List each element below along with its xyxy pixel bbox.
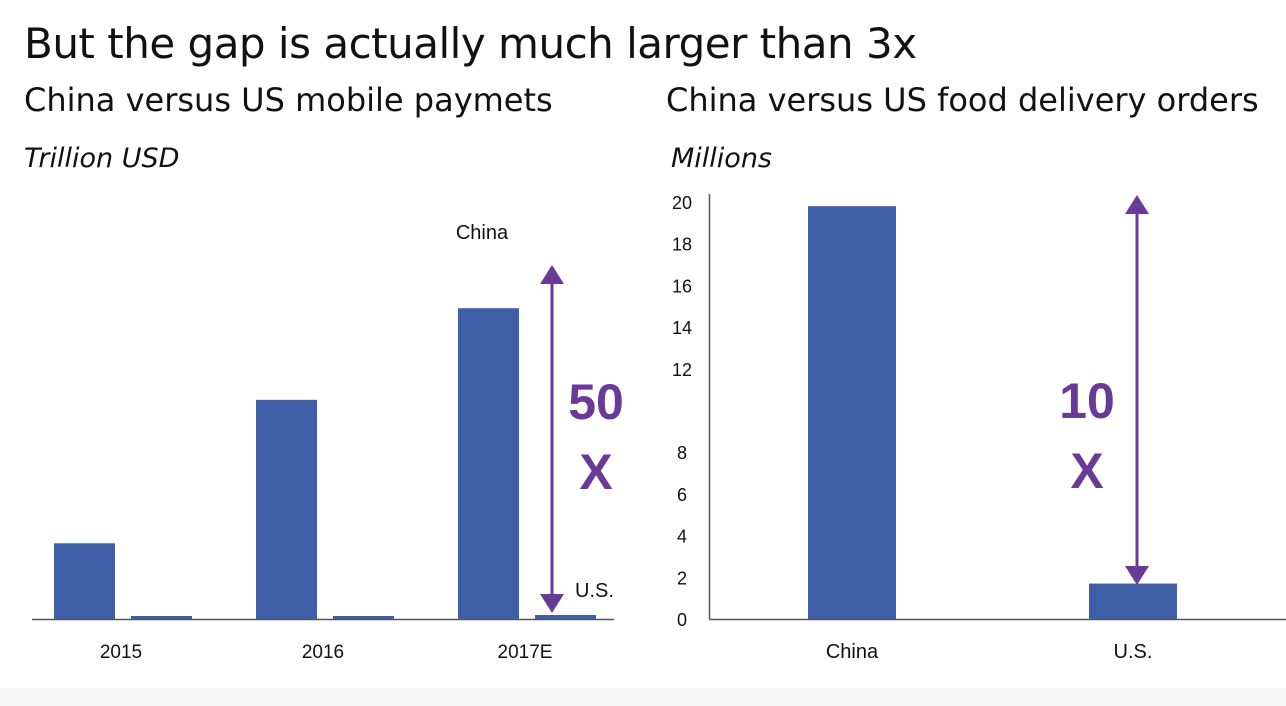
right-gap-arrow-head-up [1125,195,1149,214]
left-chart-unit-label: Trillion USD [24,143,180,174]
y-tick-label-16: 16 [672,276,692,296]
x-tick-label-2015: 2015 [100,642,142,663]
right-multiplier-x: X [1070,443,1103,499]
right-multiplier-number: 10 [1059,373,1115,429]
y-tick-label-18: 18 [672,235,692,255]
bar-us-2017e [535,615,596,619]
us-data-label: U.S. [575,580,614,602]
headline: But the gap is actually much larger than… [24,19,917,68]
y-tick-label-8: 8 [677,443,687,463]
bar-china-2017e [458,308,519,619]
x-tick-label-china: China [826,641,879,663]
x-tick-label-us: U.S. [1114,641,1153,663]
right-chart-unit-label: Millions [671,143,772,174]
left-gap-arrow-head-down [540,594,564,613]
y-tick-label-20: 20 [672,193,692,213]
y-tick-label-6: 6 [677,485,687,505]
left-chart-title: China versus US mobile paymets [24,81,553,119]
y-tick-label-14: 14 [672,318,692,338]
left-gap-arrow-head-up [540,265,564,284]
right-gap-arrow-head-down [1125,566,1149,585]
y-tick-label-12: 12 [672,360,692,380]
y-tick-label-2: 2 [677,568,687,588]
right-chart-title: China versus US food delivery orders [666,81,1259,119]
x-tick-label-2016: 2016 [302,642,344,663]
y-tick-label-4: 4 [677,527,687,547]
y-tick-label-0: 0 [677,610,687,630]
bar-us-2015 [131,616,192,619]
bar-us [1089,583,1177,619]
bar-us-2016 [333,616,394,619]
bar-china-2016 [256,399,317,619]
footer-band [0,688,1286,706]
left-multiplier-x: X [579,444,612,500]
china-data-label: China [456,222,509,244]
bar-china-2015 [54,543,115,619]
x-tick-label-2017e: 2017E [498,642,553,663]
left-multiplier-number: 50 [568,374,624,430]
bar-china [808,206,896,620]
